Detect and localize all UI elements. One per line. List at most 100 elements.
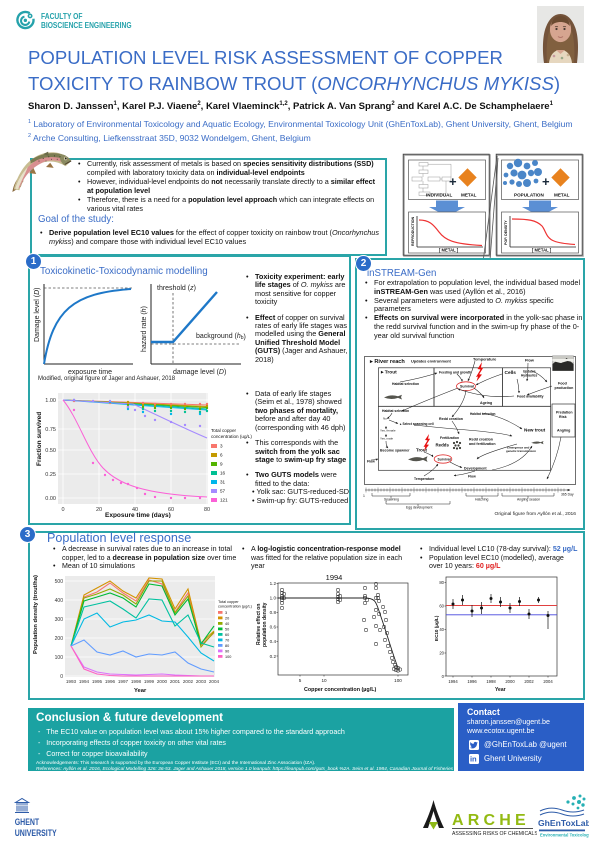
svg-text:80: 80: [225, 644, 229, 648]
svg-text:3: 3: [220, 444, 223, 449]
svg-text:Population density (trout/ha): Population density (trout/ha): [33, 575, 39, 654]
svg-text:0: 0: [60, 674, 63, 680]
svg-text:6: 6: [220, 453, 223, 458]
svg-text:and fertilization: and fertilization: [469, 442, 496, 446]
svg-text:50: 50: [225, 628, 229, 632]
svg-text:1994: 1994: [326, 573, 343, 582]
svg-text:Original figure from Ayllón et: Original figure from Ayllón et al., 2016: [495, 511, 577, 517]
svg-text:▸ Trout: ▸ Trout: [380, 370, 397, 376]
svg-text:9: 9: [220, 462, 223, 467]
svg-text:No: No: [383, 417, 387, 421]
svg-text:exposure time: exposure time: [68, 369, 112, 376]
svg-text:concentration (ug/L): concentration (ug/L): [211, 434, 252, 439]
svg-text:Total copper: Total copper: [211, 428, 236, 433]
svg-text:1996: 1996: [105, 679, 116, 684]
svg-text:Damage level (D): Damage level (D): [34, 288, 41, 342]
svg-text:2002: 2002: [183, 679, 194, 684]
svg-text:Hydraulics: Hydraulics: [521, 374, 538, 378]
svg-text:20: 20: [225, 617, 229, 621]
svg-text:1998: 1998: [131, 679, 142, 684]
svg-text:0.4: 0.4: [270, 639, 277, 644]
svg-text:Flow: Flow: [367, 460, 375, 464]
svg-text:31: 31: [220, 480, 226, 485]
svg-text:REPRODUCTION: REPRODUCTION: [411, 216, 415, 246]
svg-text:20: 20: [439, 651, 444, 656]
svg-text:Food availability: Food availability: [517, 395, 544, 399]
svg-text:Habitat selection: Habitat selection: [470, 412, 496, 416]
svg-text:Cells: Cells: [505, 370, 517, 376]
svg-text:0: 0: [61, 507, 64, 513]
svg-text:GHENT: GHENT: [15, 817, 39, 827]
svg-text:Trout: Trout: [416, 448, 428, 453]
svg-text:1996: 1996: [467, 679, 477, 684]
svg-text:90: 90: [225, 650, 229, 654]
svg-text:▸ Select spawning cell: ▸ Select spawning cell: [399, 422, 434, 426]
svg-text:Egg development: Egg development: [406, 506, 432, 510]
svg-text:production: production: [555, 386, 574, 390]
svg-text:40: 40: [439, 627, 444, 632]
svg-text:Relative effect on: Relative effect on: [256, 604, 262, 645]
svg-text:Risk: Risk: [559, 415, 567, 419]
svg-text:1995: 1995: [92, 679, 103, 684]
svg-text:Exposure time (days): Exposure time (days): [105, 512, 171, 518]
svg-text:1997: 1997: [118, 679, 129, 684]
svg-text:Redds: Redds: [436, 443, 450, 448]
svg-text:40: 40: [132, 507, 138, 513]
svg-text:Environmental Toxicology: Environmental Toxicology: [540, 833, 589, 838]
svg-text:METAL: METAL: [461, 193, 477, 198]
svg-text:100: 100: [394, 678, 402, 683]
svg-text:ASSESSING RISKS OF CHEMICALS: ASSESSING RISKS OF CHEMICALS: [452, 831, 537, 837]
svg-text:400: 400: [55, 598, 64, 604]
svg-text:Fraction survived: Fraction survived: [36, 412, 43, 466]
svg-text:ARCHE: ARCHE: [452, 812, 530, 829]
svg-text:Survival: Survival: [438, 457, 451, 461]
svg-text:Flow: Flow: [525, 358, 535, 363]
svg-text:500: 500: [55, 579, 64, 585]
svg-text:3: 3: [225, 611, 227, 615]
svg-text:200: 200: [55, 636, 64, 642]
svg-text:2003: 2003: [196, 679, 207, 684]
svg-text:0.6: 0.6: [270, 625, 277, 630]
svg-text:10: 10: [321, 678, 327, 683]
svg-text:Temperature: Temperature: [473, 357, 497, 362]
svg-text:Fertilization: Fertilization: [440, 436, 459, 440]
svg-text:100: 100: [55, 655, 64, 661]
svg-text:METAL: METAL: [554, 193, 570, 198]
svg-text:121: 121: [220, 498, 228, 503]
svg-text:Angling: Angling: [557, 429, 570, 433]
svg-text:Copper concentration (µg/L): Copper concentration (µg/L): [304, 687, 376, 693]
svg-text:Survival: Survival: [460, 385, 474, 389]
svg-text:POP. DENSITY: POP. DENSITY: [504, 220, 508, 245]
svg-text:+: +: [542, 174, 550, 189]
svg-text:1.0: 1.0: [270, 596, 277, 601]
svg-text:Spawning: Spawning: [384, 498, 399, 502]
svg-text:background (hb): background (hb): [196, 333, 246, 341]
svg-text:16: 16: [220, 471, 226, 476]
svg-text:57: 57: [220, 489, 226, 494]
svg-text:2000: 2000: [505, 679, 515, 684]
svg-text:1.00: 1.00: [45, 398, 56, 404]
svg-text:Food: Food: [558, 382, 567, 386]
svg-text:0.25: 0.25: [45, 472, 56, 478]
svg-text:2001: 2001: [170, 679, 181, 684]
svg-text:1998: 1998: [486, 679, 496, 684]
svg-text:genetic transmission: genetic transmission: [506, 449, 536, 453]
svg-text:hazard rate (h): hazard rate (h): [141, 306, 148, 352]
svg-text:Development: Development: [464, 467, 487, 471]
svg-text:Predation: Predation: [556, 411, 573, 415]
svg-text:GhEnToxLab: GhEnToxLab: [538, 818, 589, 828]
svg-text:INDIVIDUAL: INDIVIDUAL: [426, 193, 452, 198]
svg-text:Habitat selection: Habitat selection: [392, 382, 419, 386]
svg-text:2002: 2002: [524, 679, 534, 684]
svg-text:[ METAL ]: [ METAL ]: [439, 248, 459, 253]
svg-text:1994: 1994: [448, 679, 458, 684]
svg-text:2004: 2004: [209, 679, 220, 684]
svg-text:60: 60: [439, 604, 444, 609]
svg-text:0.75: 0.75: [45, 427, 56, 433]
svg-text:Yes, female: Yes, female: [380, 429, 396, 433]
svg-text:in: in: [470, 755, 477, 764]
svg-text:Year: Year: [134, 688, 147, 694]
svg-text:damage level (D): damage level (D): [173, 369, 226, 376]
svg-text:Angling season: Angling season: [517, 498, 540, 502]
svg-text:60: 60: [225, 633, 229, 637]
